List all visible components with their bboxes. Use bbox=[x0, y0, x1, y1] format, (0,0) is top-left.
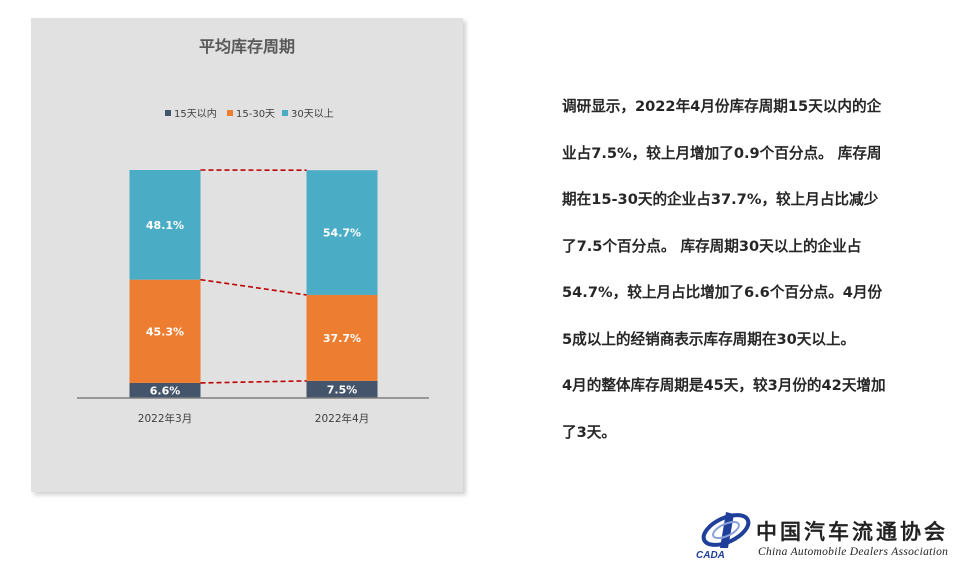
connector-line bbox=[200, 278, 307, 296]
description-line: 了7.5个百分点。 库存周期30天以上的企业占 bbox=[562, 237, 862, 255]
description-line: 54.7%，较上月占比增加了6.6个百分点。4月份 bbox=[562, 284, 883, 301]
connector-lines bbox=[200, 169, 307, 384]
description-line: 4月的整体库存周期是45天，较3月份的42天增加 bbox=[562, 377, 886, 394]
legend-swatch bbox=[165, 110, 171, 116]
x-axis-labels: 2022年3月 2022年4月 bbox=[138, 412, 369, 425]
cada-logo: CADA 中国汽车流通协会 China Automobile Dealers A… bbox=[694, 508, 956, 566]
description-line: 了3天。 bbox=[562, 423, 616, 441]
x-tick-label: 2022年3月 bbox=[138, 412, 192, 425]
data-label: 6.6% bbox=[150, 384, 181, 397]
legend-label: 15-30天 bbox=[236, 109, 275, 120]
data-label: 7.5% bbox=[327, 383, 358, 396]
logo-name-cn: 中国汽车流通协会 bbox=[756, 519, 948, 544]
description-line: 期在15-30天的企业占37.7%，较上月占比减少 bbox=[562, 191, 879, 208]
bar-segment bbox=[306, 170, 378, 295]
chart-panel: 平均库存周期 15天以内 15-30天 30天以上 6.6% 45.3% 48.1% 7.… bbox=[31, 18, 463, 492]
legend-swatch bbox=[282, 110, 288, 116]
stacked-bar-chart: 平均库存周期 15天以内 15-30天 30天以上 6.6% 45.3% 48.1% 7.… bbox=[77, 37, 429, 425]
description-line: 业占7.5%，较上月增加了0.9个百分点。 库存周 bbox=[562, 144, 882, 162]
data-label: 37.7% bbox=[323, 332, 361, 345]
bar-segment bbox=[129, 382, 201, 398]
legend-swatch bbox=[227, 110, 233, 116]
data-label: 48.1% bbox=[146, 219, 184, 232]
logo-abbreviation: CADA bbox=[696, 550, 725, 561]
bar-segment bbox=[129, 279, 201, 383]
logo-name-en: China Automobile Dealers Association bbox=[758, 546, 949, 558]
chart-legend: 15天以内 15-30天 30天以上 bbox=[165, 107, 334, 120]
connector-line bbox=[200, 380, 307, 384]
data-label: 45.3% bbox=[146, 325, 184, 338]
legend-label: 15天以内 bbox=[174, 107, 217, 120]
bar-segment bbox=[306, 380, 378, 398]
bar-segment bbox=[306, 294, 378, 381]
description-text: 调研显示，2022年4月份库存周期15天以内的企 业占7.5%，较上月增加了0.9… bbox=[562, 84, 927, 456]
bar-group: 6.6% 45.3% 48.1% 7.5% 37.7% 54.7% bbox=[129, 170, 378, 398]
chart-title: 平均库存周期 bbox=[199, 37, 295, 56]
cada-emblem-icon bbox=[701, 512, 751, 548]
x-tick-label: 2022年4月 bbox=[315, 412, 369, 425]
legend-label: 30天以上 bbox=[291, 108, 334, 120]
description-line: 5成以上的经销商表示库存周期在30天以上。 bbox=[562, 330, 856, 348]
data-label: 54.7% bbox=[323, 227, 361, 240]
bar-segment bbox=[129, 170, 201, 280]
description-line: 调研显示，2022年4月份库存周期15天以内的企 bbox=[562, 98, 882, 115]
